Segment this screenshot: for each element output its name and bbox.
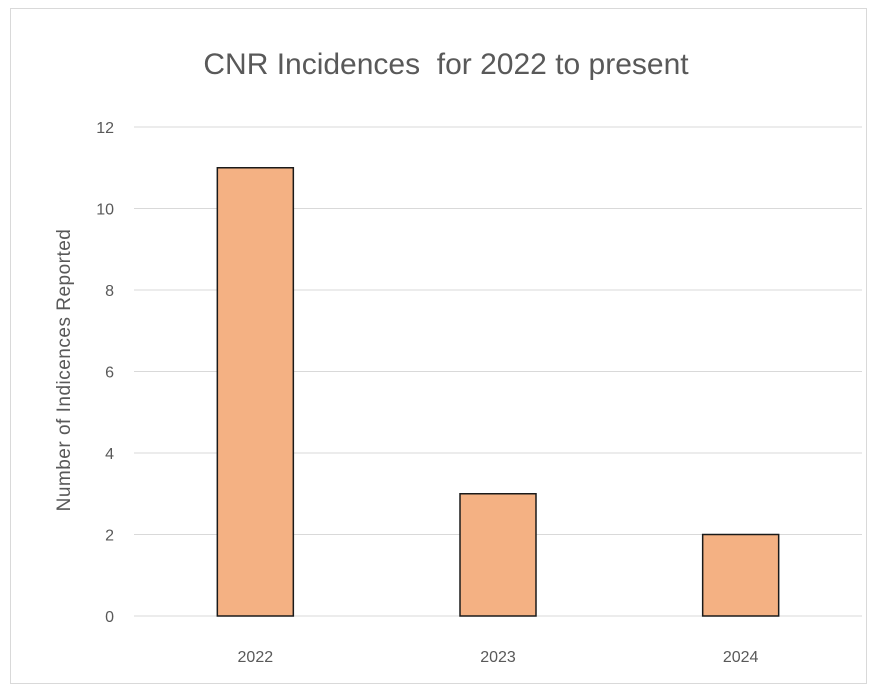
y-tick-label: 8: [105, 283, 114, 300]
bar-2022: [216, 167, 295, 617]
x-tick-label: 2022: [238, 649, 274, 666]
x-axis-ticks: 2022 2023 2024: [238, 649, 759, 666]
y-axis-title: Number of Indicences Reported: [54, 229, 75, 512]
x-tick-label: 2023: [480, 649, 516, 666]
x-tick-label: 2024: [723, 649, 759, 666]
y-tick-label: 4: [105, 446, 114, 463]
y-tick-label: 10: [96, 202, 114, 219]
chart-title: CNR Incidences for 2022 to present: [203, 48, 689, 81]
y-axis-ticks: 0 2 4 6 8 10 12: [96, 120, 114, 626]
bar-2023: [459, 493, 537, 617]
y-tick-label: 0: [105, 609, 114, 626]
y-tick-label: 6: [105, 365, 114, 382]
y-tick-label: 2: [105, 528, 114, 545]
bars: [216, 167, 780, 617]
y-tick-label: 12: [96, 120, 114, 137]
bar-2024: [701, 533, 780, 617]
